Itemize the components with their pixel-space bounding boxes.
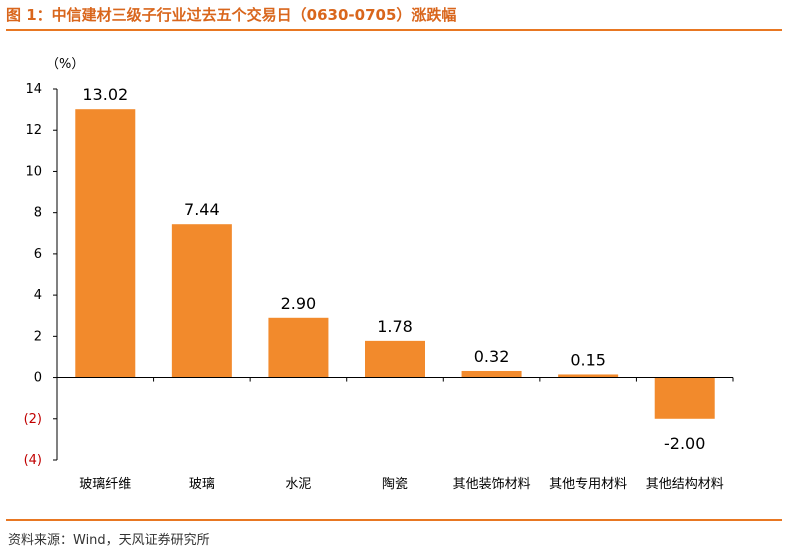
bars-group [75,109,715,419]
bottom-divider [6,519,782,521]
data-label: 7.44 [184,200,220,219]
bar [75,109,136,378]
data-label: 0.32 [474,347,510,366]
category-label: 陶瓷 [382,476,408,492]
category-label: 其他结构材料 [646,477,724,492]
source-note: 资料来源：Wind，天风证券研究所 [8,533,210,548]
data-label: 0.15 [570,350,606,369]
y-tick-label: 12 [25,123,42,138]
category-label: 其他专用材料 [549,477,627,492]
category-label: 玻璃 [189,477,215,492]
chart-title: 图 1：中信建材三级子行业过去五个交易日（0630-0705）涨跌幅 [6,6,457,24]
bar [171,224,232,378]
bar [365,340,425,378]
bar [654,377,715,419]
data-label: 2.90 [281,294,317,313]
y-axis: 14 12 10 8 6 4 2 0 (2) (4) [24,82,58,468]
y-tick-label: 10 [25,164,42,179]
y-tick-label: 2 [34,329,42,344]
y-tick-label: 6 [34,247,42,262]
category-label: 其他装饰材料 [453,477,531,492]
bar [461,370,522,378]
data-label: 1.78 [377,317,413,336]
category-label: 水泥 [285,477,311,492]
y-tick-label: 0 [34,371,42,386]
y-axis-unit-label: （%） [46,57,84,72]
y-tick-label: 14 [25,82,42,97]
y-tick-label: (2) [24,412,42,427]
top-divider [6,29,782,31]
data-labels-group: 13.02 7.44 2.90 1.78 0.32 0.15 -2.00 [82,85,705,453]
y-tick-label: 8 [34,206,42,221]
data-label: 13.02 [82,85,128,104]
data-label: -2.00 [664,434,705,453]
y-tick-label: (4) [24,453,42,468]
x-axis: 玻璃纤维 玻璃 水泥 陶瓷 其他装饰材料 其他专用材料 其他结构材料 [56,377,734,492]
y-tick-label: 4 [34,288,42,303]
bar [558,374,619,378]
category-label: 玻璃纤维 [79,477,131,492]
bar [268,317,329,378]
